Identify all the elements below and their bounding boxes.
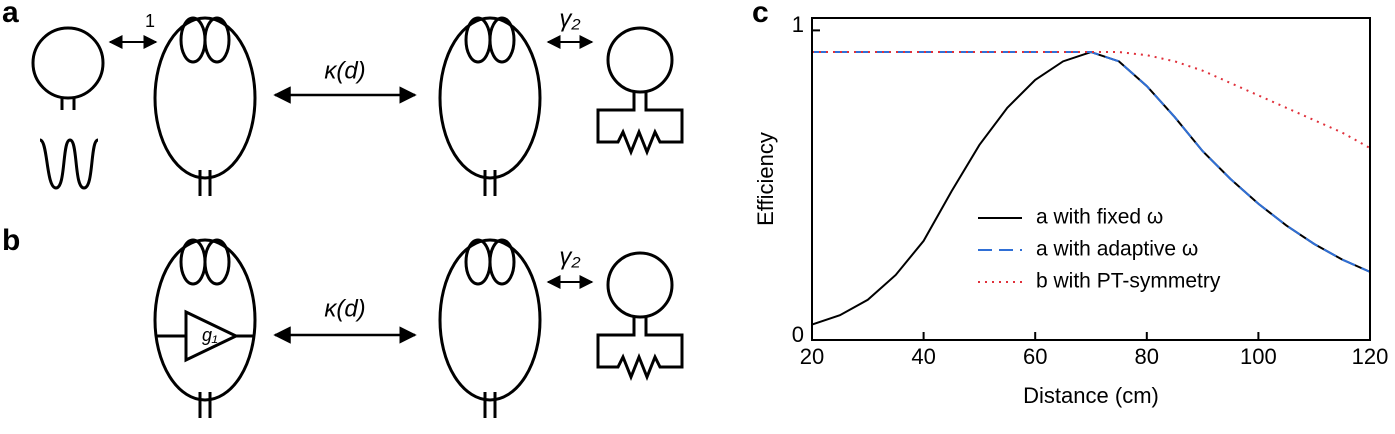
y-tick-label: 1	[792, 12, 804, 37]
series-line	[812, 51, 1371, 149]
legend-label: a with fixed ω	[1036, 206, 1163, 229]
load	[596, 251, 684, 379]
x-tick-label: 40	[911, 344, 935, 369]
x-tick-label: 80	[1135, 344, 1159, 369]
x-tick-label: 100	[1240, 344, 1277, 369]
panel-label: b	[2, 224, 20, 257]
x-tick-label: 120	[1352, 344, 1389, 369]
coil	[438, 16, 542, 198]
y-axis-label: Efficiency	[753, 132, 778, 226]
panel-label: a	[2, 0, 19, 29]
coil	[153, 16, 257, 198]
coupling-label: 1	[145, 11, 155, 31]
kappa-label: κ(d)	[324, 295, 365, 322]
gamma-label: γ₂	[559, 5, 580, 32]
load	[596, 26, 684, 154]
gain-label: g₁	[202, 325, 218, 345]
x-tick-label: 60	[1023, 344, 1047, 369]
legend-label: a with adaptive ω	[1036, 238, 1198, 261]
chart: 20 40 60 80 100 120 0 1 Distance (cm) Efficiency a…	[753, 12, 1389, 408]
kappa-label: κ(d)	[324, 57, 365, 84]
plot-frame	[811, 17, 1371, 341]
source-wave	[39, 138, 99, 190]
legend-label: b with PT-symmetry	[1036, 270, 1221, 293]
y-tick-label: 0	[792, 322, 804, 347]
coil	[438, 238, 542, 420]
gamma-label: γ₂	[559, 243, 580, 270]
x-tick-label: 20	[800, 344, 824, 369]
panel-label: c	[752, 0, 769, 29]
source-loop	[31, 26, 105, 100]
amplifier	[184, 309, 240, 363]
x-axis-label: Distance (cm)	[1023, 383, 1159, 408]
